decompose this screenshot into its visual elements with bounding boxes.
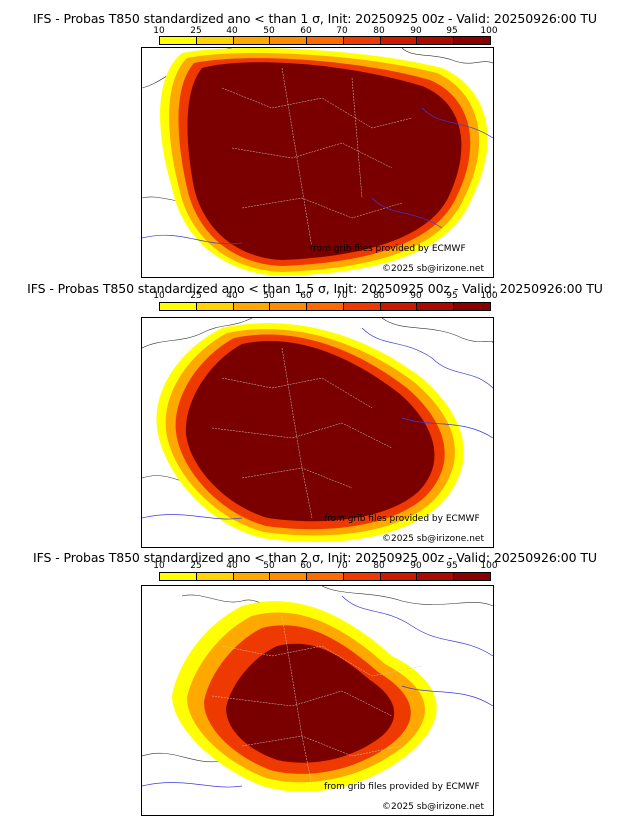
copyright-credit: ©2025 sb@irizone.net [382,264,484,274]
copyright-credit: ©2025 sb@irizone.net [382,534,484,544]
colorbar-tick: 70 [336,291,348,301]
colorbar-swatch [343,303,381,310]
copyright-credit: ©2025 sb@irizone.net [382,802,484,812]
colorbar-swatch [233,303,271,310]
colorbar-labels: 10 25 40 50 60 70 80 90 95 100 [153,291,497,302]
colorbar [159,36,491,45]
colorbar-swatch [233,573,271,580]
colorbar-tick: 90 [410,26,422,36]
colorbar-tick: 25 [190,291,202,301]
colorbar-tick: 100 [480,26,498,36]
colorbar-tick: 90 [410,291,422,301]
rivers [142,107,493,245]
colorbar-tick: 25 [190,26,202,36]
colorbar-swatch [380,37,418,44]
colorbar-tick: 40 [226,291,238,301]
panel-2: IFS - Probas T850 standardized ano < tha… [0,277,630,548]
colorbar-swatch [417,573,455,580]
colorbar-tick: 80 [373,291,385,301]
colorbar-tick: 10 [153,291,165,301]
probability-darkred [185,341,435,522]
colorbar-swatch [270,303,308,310]
colorbar-swatch [454,573,491,580]
probability-map [142,586,493,792]
borders [221,67,413,249]
colorbar-tick: 40 [226,26,238,36]
probability-darkred [226,643,395,763]
colorbar-labels: 10 25 40 50 60 70 80 90 95 100 [153,26,497,37]
colorbar-swatch [307,37,344,44]
colorbar-swatch [160,303,197,310]
colorbar-swatch [307,573,344,580]
colorbar-swatch [417,303,455,310]
colorbar-tick: 95 [446,291,458,301]
colorbar-tick: 60 [300,291,312,301]
colorbar-tick: 80 [373,26,385,36]
colorbar-swatch [343,37,381,44]
panel-1: IFS - Probas T850 standardized ano < tha… [0,0,630,278]
colorbar-tick: 40 [226,561,238,571]
panel-3: IFS - Probas T850 standardized ano < tha… [0,547,630,828]
colorbar-swatch [160,573,197,580]
colorbar-swatch [233,37,271,44]
colorbar-tick: 90 [410,561,422,571]
probability-map [142,318,493,542]
colorbar-swatch [380,573,418,580]
map-frame: from grib files provided by ECMWF ©2025 … [141,317,494,548]
colorbar-swatch [454,303,491,310]
colorbar-tick: 50 [263,291,275,301]
colorbar-labels: 10 25 40 50 60 70 80 90 95 100 [153,561,497,572]
probability-map [142,48,493,276]
map-frame: from grib files provided by ECMWF ©2025 … [141,47,494,278]
colorbar-tick: 100 [480,291,498,301]
colorbar-tick: 60 [300,26,312,36]
colorbar-swatch [307,303,344,310]
source-credit: from grib files provided by ECMWF [310,244,466,254]
colorbar-tick: 50 [263,26,275,36]
colorbar-tick: 70 [336,561,348,571]
colorbar-swatch [196,303,234,310]
colorbar-tick: 80 [373,561,385,571]
panel-title: IFS - Probas T850 standardized ano < tha… [27,281,603,296]
colorbar [159,572,491,581]
colorbar-swatch [196,573,234,580]
colorbar [159,302,491,311]
map-frame: from grib files provided by ECMWF ©2025 … [141,585,494,816]
colorbar-tick: 50 [263,561,275,571]
colorbar-tick: 10 [153,561,165,571]
colorbar-swatch [454,37,491,44]
colorbar-tick: 25 [190,561,202,571]
source-credit: from grib files provided by ECMWF [324,514,480,524]
borders [211,347,393,519]
colorbar-tick: 95 [446,26,458,36]
colorbar-swatch [160,37,197,44]
colorbar-tick: 100 [480,561,498,571]
colorbar-swatch [417,37,455,44]
colorbar-tick: 60 [300,561,312,571]
borders [211,615,423,787]
colorbar-swatch [380,303,418,310]
colorbar-swatch [343,573,381,580]
colorbar-tick: 10 [153,26,165,36]
rivers [142,327,493,520]
colorbar-swatch [270,573,308,580]
rivers [142,595,493,788]
colorbar-swatch [270,37,308,44]
colorbar-tick: 95 [446,561,458,571]
colorbar-tick: 70 [336,26,348,36]
panel-title: IFS - Probas T850 standardized ano < tha… [33,550,597,565]
colorbar-swatch [196,37,234,44]
source-credit: from grib files provided by ECMWF [324,782,480,792]
panel-title: IFS - Probas T850 standardized ano < tha… [33,11,597,26]
